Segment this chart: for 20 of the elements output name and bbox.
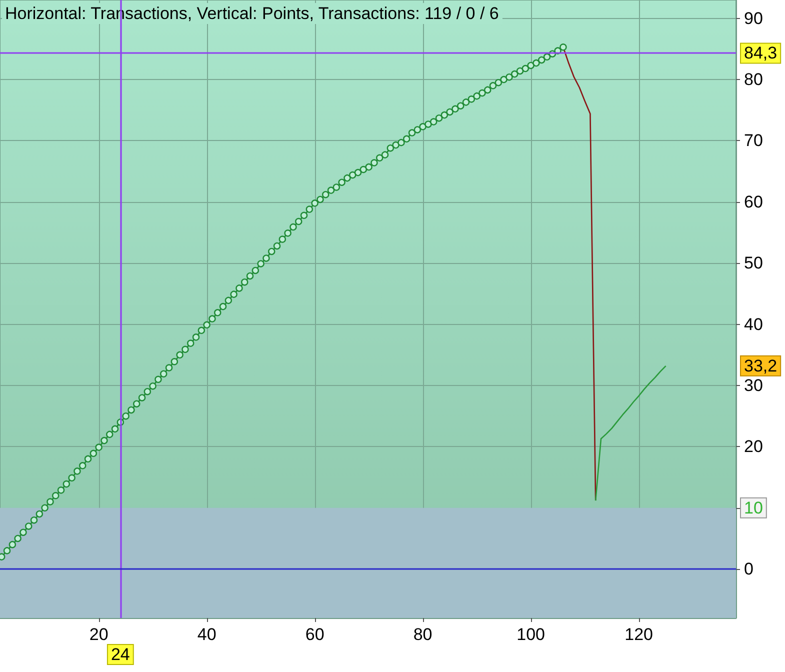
band-label: 10	[744, 498, 763, 518]
y-tick-label: 90	[744, 8, 763, 28]
y-tick-label: 20	[744, 437, 763, 456]
y-tick-label: 30	[744, 376, 763, 395]
y-tick-label: 80	[744, 70, 763, 90]
y-tick-label: 50	[744, 254, 763, 273]
y-tick-label: 60	[744, 192, 763, 212]
x-tick-label: 60	[305, 625, 324, 644]
y-tick-label: 40	[744, 314, 763, 334]
ref-line-label: 84,3	[744, 44, 778, 63]
x-tick-label: 120	[624, 625, 653, 644]
y-tick-label: 70	[744, 131, 763, 150]
line-series	[594, 365, 666, 502]
ref-line-label: 24	[110, 645, 130, 664]
y-tick-label: 0	[744, 560, 754, 579]
x-tick-label: 100	[516, 625, 545, 644]
x-tick-label: 40	[197, 625, 216, 644]
x-tick-label: 20	[89, 625, 108, 644]
text: 33,2	[744, 356, 778, 376]
x-tick-label: 80	[413, 625, 432, 644]
